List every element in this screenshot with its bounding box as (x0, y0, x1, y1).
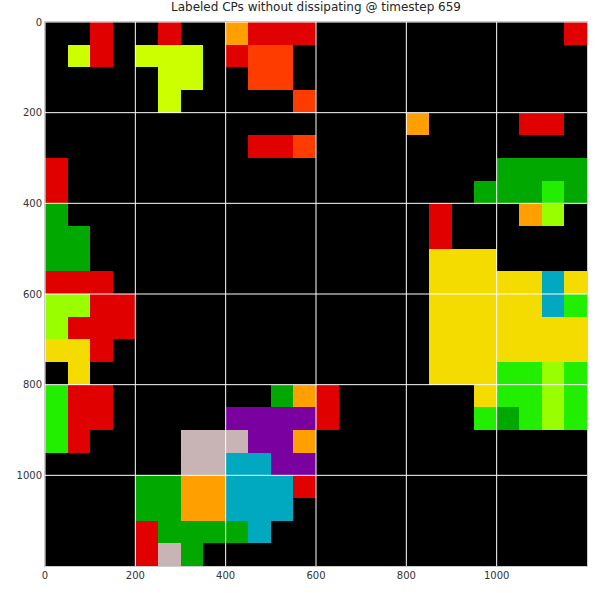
svg-text:0: 0 (36, 17, 42, 28)
svg-text:0: 0 (42, 570, 48, 581)
svg-text:400: 400 (23, 198, 42, 209)
svg-text:400: 400 (216, 570, 235, 581)
svg-text:Labeled CPs without dissipatin: Labeled CPs without dissipating @ timest… (171, 0, 461, 14)
svg-text:1000: 1000 (484, 570, 509, 581)
svg-text:600: 600 (306, 570, 325, 581)
svg-text:1000: 1000 (17, 470, 42, 481)
svg-text:200: 200 (23, 107, 42, 118)
svg-text:600: 600 (23, 289, 42, 300)
svg-text:800: 800 (23, 379, 42, 390)
svg-text:800: 800 (397, 570, 416, 581)
svg-text:200: 200 (126, 570, 145, 581)
